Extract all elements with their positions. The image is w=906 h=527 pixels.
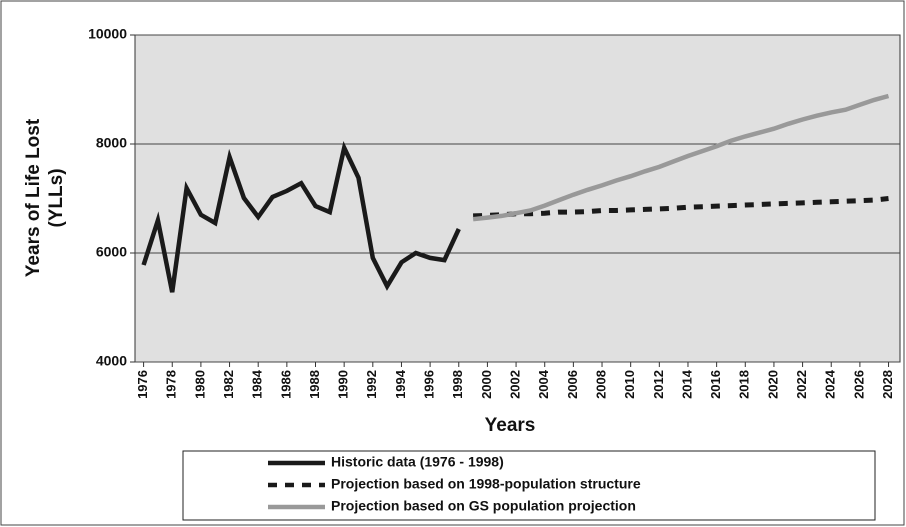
x-tick-label: 2006 <box>565 370 580 399</box>
x-tick-label: 1982 <box>221 370 236 399</box>
x-tick-label: 1996 <box>422 370 437 399</box>
x-tick-label: 2004 <box>536 369 551 399</box>
x-tick-label: 1994 <box>393 369 408 399</box>
legend-label: Projection based on GS population projec… <box>331 498 636 514</box>
x-tick-label: 2010 <box>622 370 637 399</box>
plot-area <box>134 34 901 363</box>
legend-label: Historic data (1976 - 1998) <box>331 454 504 470</box>
legend-label: Projection based on 1998-population stru… <box>331 476 641 492</box>
x-tick-label: 1988 <box>307 370 322 399</box>
x-tick-label: 1990 <box>336 370 351 399</box>
x-tick-label: 2026 <box>851 370 866 399</box>
y-tick-label: 6000 <box>96 244 127 260</box>
y-tick-label: 8000 <box>96 135 127 151</box>
x-tick-label: 2020 <box>765 370 780 399</box>
x-tick-label: 1998 <box>450 370 465 399</box>
x-tick-label: 2002 <box>508 370 523 399</box>
x-tick-label: 2022 <box>794 370 809 399</box>
y-axis-label-line: Years of Life Lost <box>23 118 44 277</box>
x-tick-label: 1976 <box>135 370 150 399</box>
x-tick-label: 1986 <box>278 370 293 399</box>
x-axis-label: Years <box>485 415 536 436</box>
y-tick-label: 4000 <box>96 353 127 369</box>
y-tick-label: 10000 <box>88 26 127 42</box>
x-tick-label: 2018 <box>737 370 752 399</box>
x-tick-label: 1992 <box>364 370 379 399</box>
x-tick-label: 2024 <box>823 369 838 399</box>
series-line <box>141 140 461 293</box>
x-tick-label: 2008 <box>593 370 608 399</box>
y-axis-label: Years of Life Lost (YLLs) <box>23 118 67 277</box>
x-tick-label: 2012 <box>651 370 666 399</box>
series-line <box>473 196 889 219</box>
x-tick-label: 2016 <box>708 370 723 399</box>
x-tick-label: 1984 <box>250 369 265 399</box>
x-tick-label: 1978 <box>164 370 179 399</box>
x-tick-label: 2000 <box>479 370 494 399</box>
x-tick-label: 2028 <box>880 370 895 399</box>
x-tick-label: 1980 <box>192 370 207 399</box>
y-axis-label-line: (YLLs) <box>46 168 67 227</box>
series-line <box>472 93 890 222</box>
x-tick-label: 2014 <box>679 369 694 399</box>
